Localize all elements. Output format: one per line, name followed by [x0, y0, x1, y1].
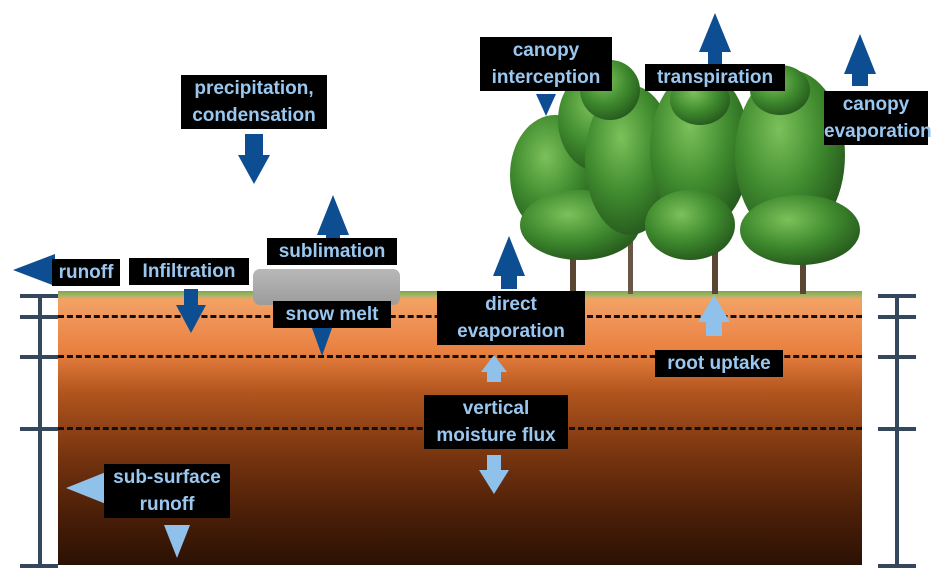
canopy-evaporation-arrow-icon	[844, 34, 876, 86]
subsurface-runoff-label-line-1: sub-surface	[113, 467, 221, 488]
snow-melt-arrow-icon	[312, 328, 332, 356]
canopy-interception-arrow-icon	[536, 94, 556, 116]
snow-pack-icon	[253, 269, 400, 305]
sublimation-label: sublimation	[267, 238, 397, 265]
infiltration-label: Infiltration	[129, 258, 249, 285]
vertical-moisture-flux-label: vertical moisture flux	[424, 395, 568, 449]
vertical-flux-up-arrow-icon	[481, 355, 507, 382]
direct-evaporation-label: direct evaporation	[437, 291, 585, 345]
precipitation-label: precipitation, condensation	[181, 75, 327, 129]
direct-evaporation-label-line-1: direct	[485, 294, 537, 315]
right-layer-bracket	[878, 294, 916, 568]
tree-icon	[735, 65, 860, 294]
tree-icon	[645, 70, 750, 294]
subsurface-runoff-left-arrow-icon	[66, 472, 106, 504]
canopy-evaporation-label-line-1: canopy	[842, 94, 910, 115]
canopy-interception-label-line-1: canopy	[512, 40, 580, 61]
subsurface-runoff-label-line-2: runoff	[139, 494, 195, 515]
sublimation-arrow-icon	[317, 195, 349, 238]
tree-icon	[510, 60, 675, 294]
precipitation-label-line-2: condensation	[192, 105, 316, 126]
precipitation-arrow-icon	[238, 134, 270, 184]
runoff-arrow-icon	[13, 254, 55, 286]
transpiration-arrow-icon	[699, 13, 731, 64]
precipitation-label-line-1: precipitation,	[194, 78, 314, 99]
runoff-label: runoff	[52, 259, 120, 286]
infiltration-arrow-icon	[176, 289, 206, 333]
snow-melt-label: snow melt	[273, 301, 391, 328]
canopy-interception-label-line-2: interception	[491, 67, 601, 88]
canopy-interception-label: canopy interception	[480, 37, 612, 91]
canopy-evaporation-label-line-2: evaporation	[824, 121, 932, 142]
transpiration-label: transpiration	[645, 64, 785, 91]
subsurface-runoff-label: sub-surface runoff	[104, 464, 230, 518]
root-uptake-label: root uptake	[655, 350, 783, 377]
direct-evaporation-label-line-2: evaporation	[457, 321, 565, 342]
left-layer-bracket	[20, 294, 58, 568]
canopy-evaporation-label: canopy evaporation	[824, 91, 932, 145]
subsurface-runoff-down-arrow-icon	[164, 525, 190, 558]
vertical-moisture-flux-label-line-2: moisture flux	[436, 425, 556, 446]
root-uptake-arrow-icon	[698, 295, 730, 336]
vertical-flux-down-arrow-icon	[479, 455, 509, 494]
vertical-moisture-flux-label-line-1: vertical	[462, 398, 530, 419]
soil-layer-boundary-2	[58, 355, 862, 358]
direct-evaporation-arrow-icon	[493, 236, 525, 289]
